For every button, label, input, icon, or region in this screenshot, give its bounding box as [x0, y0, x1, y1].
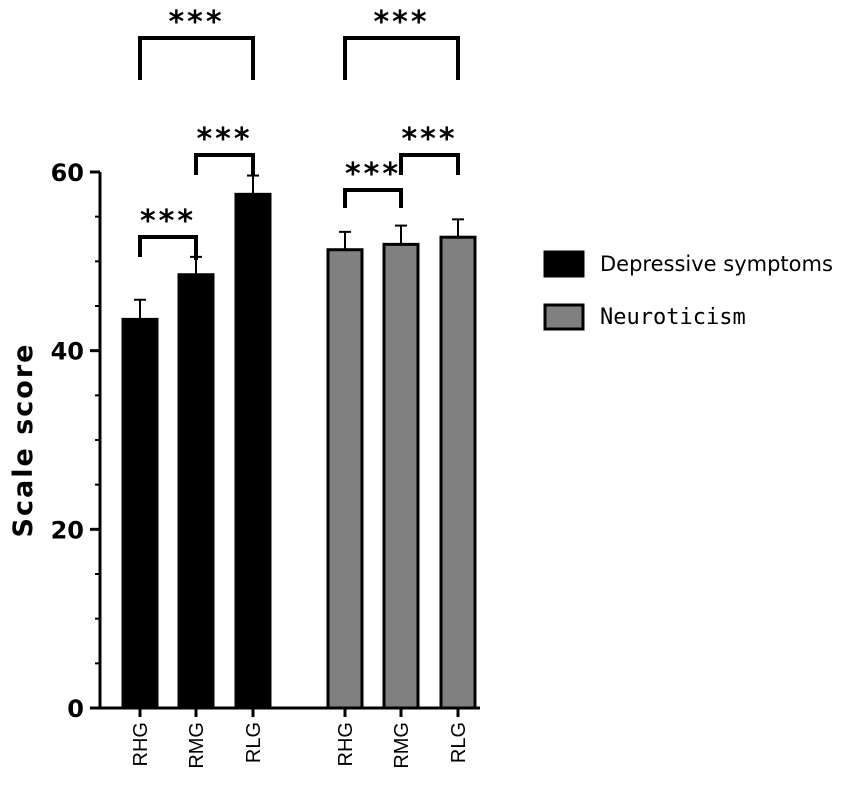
significance-bracket: [343, 36, 460, 80]
y-tick-label: 40: [51, 338, 84, 366]
bar: [234, 192, 272, 710]
x-tick-label: RHG: [130, 722, 152, 766]
bar: [121, 317, 159, 710]
legend-label: Depressive symptoms: [600, 252, 833, 276]
significance-bracket: [399, 153, 460, 175]
axes: 0 20 40 60: [51, 159, 480, 723]
x-tick-label: RHG: [335, 722, 357, 766]
bar: [326, 248, 364, 710]
significance-label: ***: [140, 204, 196, 239]
significance-bracket: [138, 36, 255, 80]
y-tick-label: 60: [51, 159, 84, 187]
significance-label: ***: [373, 5, 429, 40]
bars: RHG RMG RLG RHG RMG RLG: [121, 174, 477, 769]
significance-bracket: [343, 188, 403, 208]
x-tick-label: RMG: [391, 722, 413, 769]
legend-label: Neuroticism: [600, 305, 746, 330]
x-tick-label: RLG: [448, 722, 470, 763]
x-tick-label: RMG: [186, 722, 208, 769]
legend-swatch: [543, 250, 585, 278]
significance-bracket: [194, 153, 255, 175]
bar: [439, 235, 477, 710]
y-tick-label: 0: [67, 695, 84, 723]
significance-label: ***: [168, 5, 224, 40]
significance-brackets: ******************: [138, 5, 460, 260]
legend-swatch: [543, 303, 585, 331]
legend: Depressive symptoms Neuroticism: [543, 250, 833, 331]
significance-bracket: [138, 235, 198, 260]
y-tick-label: 20: [51, 516, 84, 544]
bar: [382, 242, 420, 710]
y-axis-label: Scale score: [8, 343, 39, 538]
significance-label: ***: [196, 122, 252, 157]
significance-label: ***: [401, 122, 457, 157]
x-tick-label: RLG: [243, 722, 265, 763]
bar: [177, 273, 215, 710]
significance-label: ***: [345, 157, 401, 192]
